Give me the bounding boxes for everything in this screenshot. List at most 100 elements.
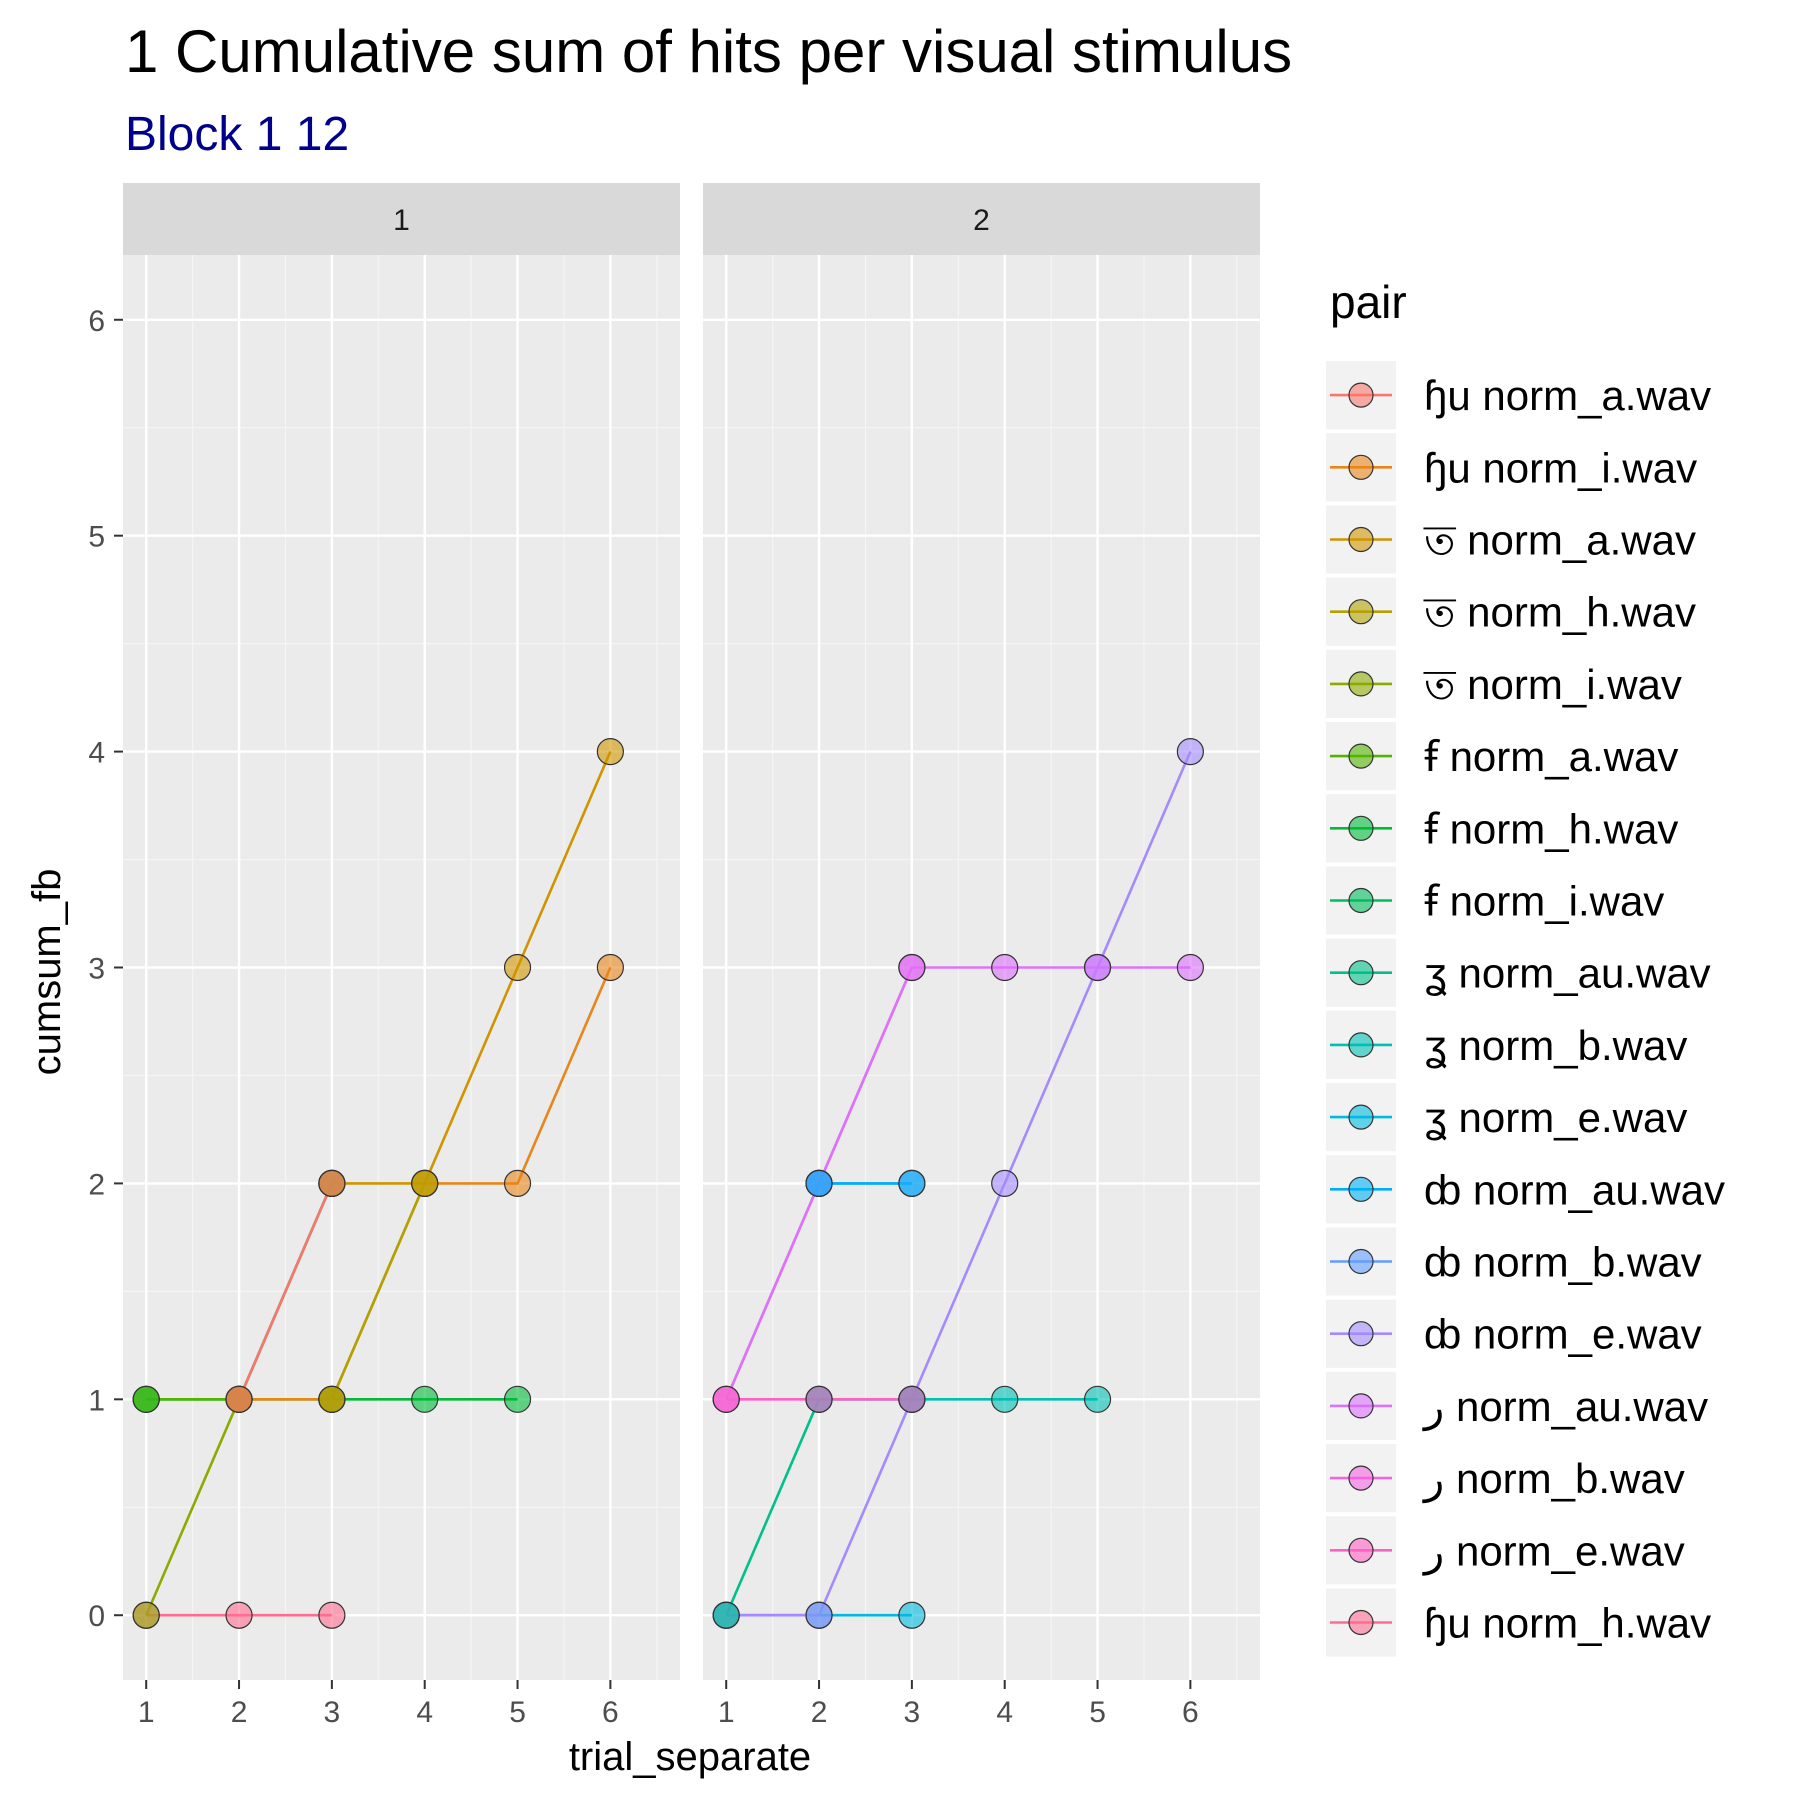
x-tick-label: 3 bbox=[324, 1696, 341, 1729]
data-point bbox=[898, 1169, 926, 1198]
data-point bbox=[225, 1385, 253, 1413]
legend-label: ʓ norm_e.wav bbox=[1424, 1094, 1687, 1142]
data-point bbox=[805, 1601, 833, 1629]
legend-label: ﺭ norm_e.wav bbox=[1422, 1527, 1685, 1576]
legend-label: ʓ norm_b.wav bbox=[1424, 1022, 1687, 1070]
legend-label: ﺭ norm_b.wav bbox=[1422, 1455, 1685, 1504]
legend-label: ত norm_i.wav bbox=[1423, 661, 1682, 708]
legend-key-point bbox=[1348, 743, 1374, 769]
data-point bbox=[898, 1601, 926, 1629]
x-tick-label: 3 bbox=[904, 1696, 921, 1729]
y-tick-label: 3 bbox=[88, 953, 105, 986]
data-point bbox=[503, 1385, 532, 1413]
y-axis-label: cumsum_fb bbox=[25, 869, 69, 1076]
series-line bbox=[331, 751, 612, 1185]
legend-key-point bbox=[1348, 1032, 1374, 1058]
facet-strip-label: 1 bbox=[393, 204, 410, 237]
data-point bbox=[991, 953, 1019, 982]
panel-2: 2 1 2 3 4 5 6 bbox=[703, 183, 1260, 1729]
legend-item: ɧu norm_h.wav bbox=[1326, 1588, 1711, 1657]
x-tick-label: 4 bbox=[996, 1696, 1013, 1729]
x-tick-label: 2 bbox=[811, 1696, 828, 1729]
legend-key-point bbox=[1348, 815, 1374, 841]
chart-subtitle: Block 1 12 bbox=[125, 108, 349, 161]
legend-key-point bbox=[1348, 671, 1374, 697]
facet-strip bbox=[123, 183, 680, 255]
series-line bbox=[330, 1182, 426, 1400]
legend-key-point bbox=[1348, 1537, 1374, 1563]
y-tick-label: 0 bbox=[88, 1600, 105, 1633]
data-point bbox=[596, 953, 624, 982]
y-tick-label: 1 bbox=[88, 1384, 105, 1417]
chart-title: 1 Cumulative sum of hits per visual stim… bbox=[125, 18, 1292, 85]
data-point bbox=[1176, 737, 1204, 766]
x-tick-label: 6 bbox=[602, 1696, 619, 1729]
legend-item: ত norm_a.wav bbox=[1326, 505, 1696, 574]
legend-item: ꞙ norm_h.wav bbox=[1326, 794, 1678, 863]
legend-key-point bbox=[1348, 960, 1374, 986]
legend-key-point bbox=[1348, 1321, 1374, 1347]
data-point bbox=[411, 1385, 439, 1413]
x-tick-label: 2 bbox=[231, 1696, 248, 1729]
data-point bbox=[712, 1601, 740, 1629]
legend-key-point bbox=[1348, 526, 1374, 553]
data-point bbox=[898, 953, 926, 982]
data-point bbox=[1176, 953, 1204, 982]
legend: ɧu norm_a.wav ɧu norm_i.wav ত norm_a.wav ত … bbox=[1326, 361, 1725, 1657]
legend-item: ʓ norm_au.wav bbox=[1326, 938, 1711, 1007]
legend-key-point bbox=[1348, 1248, 1374, 1275]
legend-label: ɧu norm_i.wav bbox=[1424, 444, 1697, 491]
legend-item: ﺭ norm_b.wav bbox=[1326, 1444, 1685, 1513]
legend-key-point bbox=[1348, 1104, 1374, 1130]
panels-layer: 1 1 2 3 4 5 6 0 1 2 3 4 5 6 2 1 2 3 4 5 6 bbox=[88, 183, 1260, 1729]
legend-title: pair bbox=[1330, 276, 1407, 328]
legend-label: ꞙ norm_i.wav bbox=[1424, 878, 1664, 925]
legend-item: ꞙ norm_i.wav bbox=[1326, 866, 1664, 935]
facet-strip-label: 2 bbox=[973, 204, 990, 237]
data-point bbox=[712, 1385, 740, 1413]
x-tick-label: 1 bbox=[138, 1696, 155, 1729]
legend-key-point bbox=[1348, 382, 1374, 408]
legend-label: ȸ norm_e.wav bbox=[1424, 1311, 1702, 1358]
data-point bbox=[318, 1385, 346, 1413]
series-line bbox=[726, 751, 1192, 1617]
legend-item: ꞙ norm_a.wav bbox=[1326, 722, 1678, 791]
data-point bbox=[1083, 953, 1112, 982]
series-line bbox=[725, 966, 1191, 1400]
legend-key-point bbox=[1348, 1609, 1374, 1636]
x-tick-label: 6 bbox=[1182, 1696, 1199, 1729]
legend-label: ɧu norm_a.wav bbox=[1424, 372, 1711, 419]
legend-label: ʓ norm_au.wav bbox=[1424, 950, 1711, 998]
data-point bbox=[132, 1601, 160, 1629]
legend-label: ত norm_a.wav bbox=[1423, 517, 1696, 564]
data-point bbox=[411, 1169, 439, 1198]
legend-item: ɧu norm_a.wav bbox=[1326, 361, 1711, 430]
y-tick-label: 5 bbox=[88, 521, 105, 554]
legend-item: ত norm_i.wav bbox=[1326, 649, 1682, 718]
y-tick-label: 4 bbox=[88, 737, 105, 770]
x-tick-label: 5 bbox=[1089, 1696, 1106, 1729]
legend-label: ȸ norm_b.wav bbox=[1424, 1239, 1702, 1286]
data-point bbox=[1083, 1385, 1112, 1413]
data-point bbox=[132, 1385, 160, 1413]
legend-label: ত norm_h.wav bbox=[1423, 589, 1696, 636]
legend-item: ɧu norm_i.wav bbox=[1326, 433, 1697, 502]
y-tick-label: 6 bbox=[88, 305, 105, 338]
legend-label: ɧu norm_h.wav bbox=[1424, 1600, 1711, 1647]
legend-key-point bbox=[1348, 1176, 1374, 1202]
legend-key-point bbox=[1348, 454, 1374, 480]
legend-item: ত norm_h.wav bbox=[1326, 577, 1696, 646]
data-point bbox=[503, 953, 532, 982]
panel-1: 1 1 2 3 4 5 6 0 1 2 3 4 5 6 bbox=[88, 183, 680, 1729]
x-axis-label: trial_separate bbox=[569, 1735, 811, 1779]
legend-label: ȸ norm_au.wav bbox=[1424, 1166, 1725, 1213]
y-tick-label: 2 bbox=[88, 1168, 105, 1201]
legend-item: ʓ norm_b.wav bbox=[1326, 1010, 1687, 1079]
x-tick-label: 4 bbox=[416, 1696, 433, 1729]
legend-label: ꞙ norm_h.wav bbox=[1424, 805, 1678, 852]
legend-item: ȸ norm_e.wav bbox=[1326, 1299, 1702, 1368]
data-point bbox=[898, 1385, 926, 1413]
legend-item: ﺭ norm_e.wav bbox=[1326, 1516, 1685, 1585]
